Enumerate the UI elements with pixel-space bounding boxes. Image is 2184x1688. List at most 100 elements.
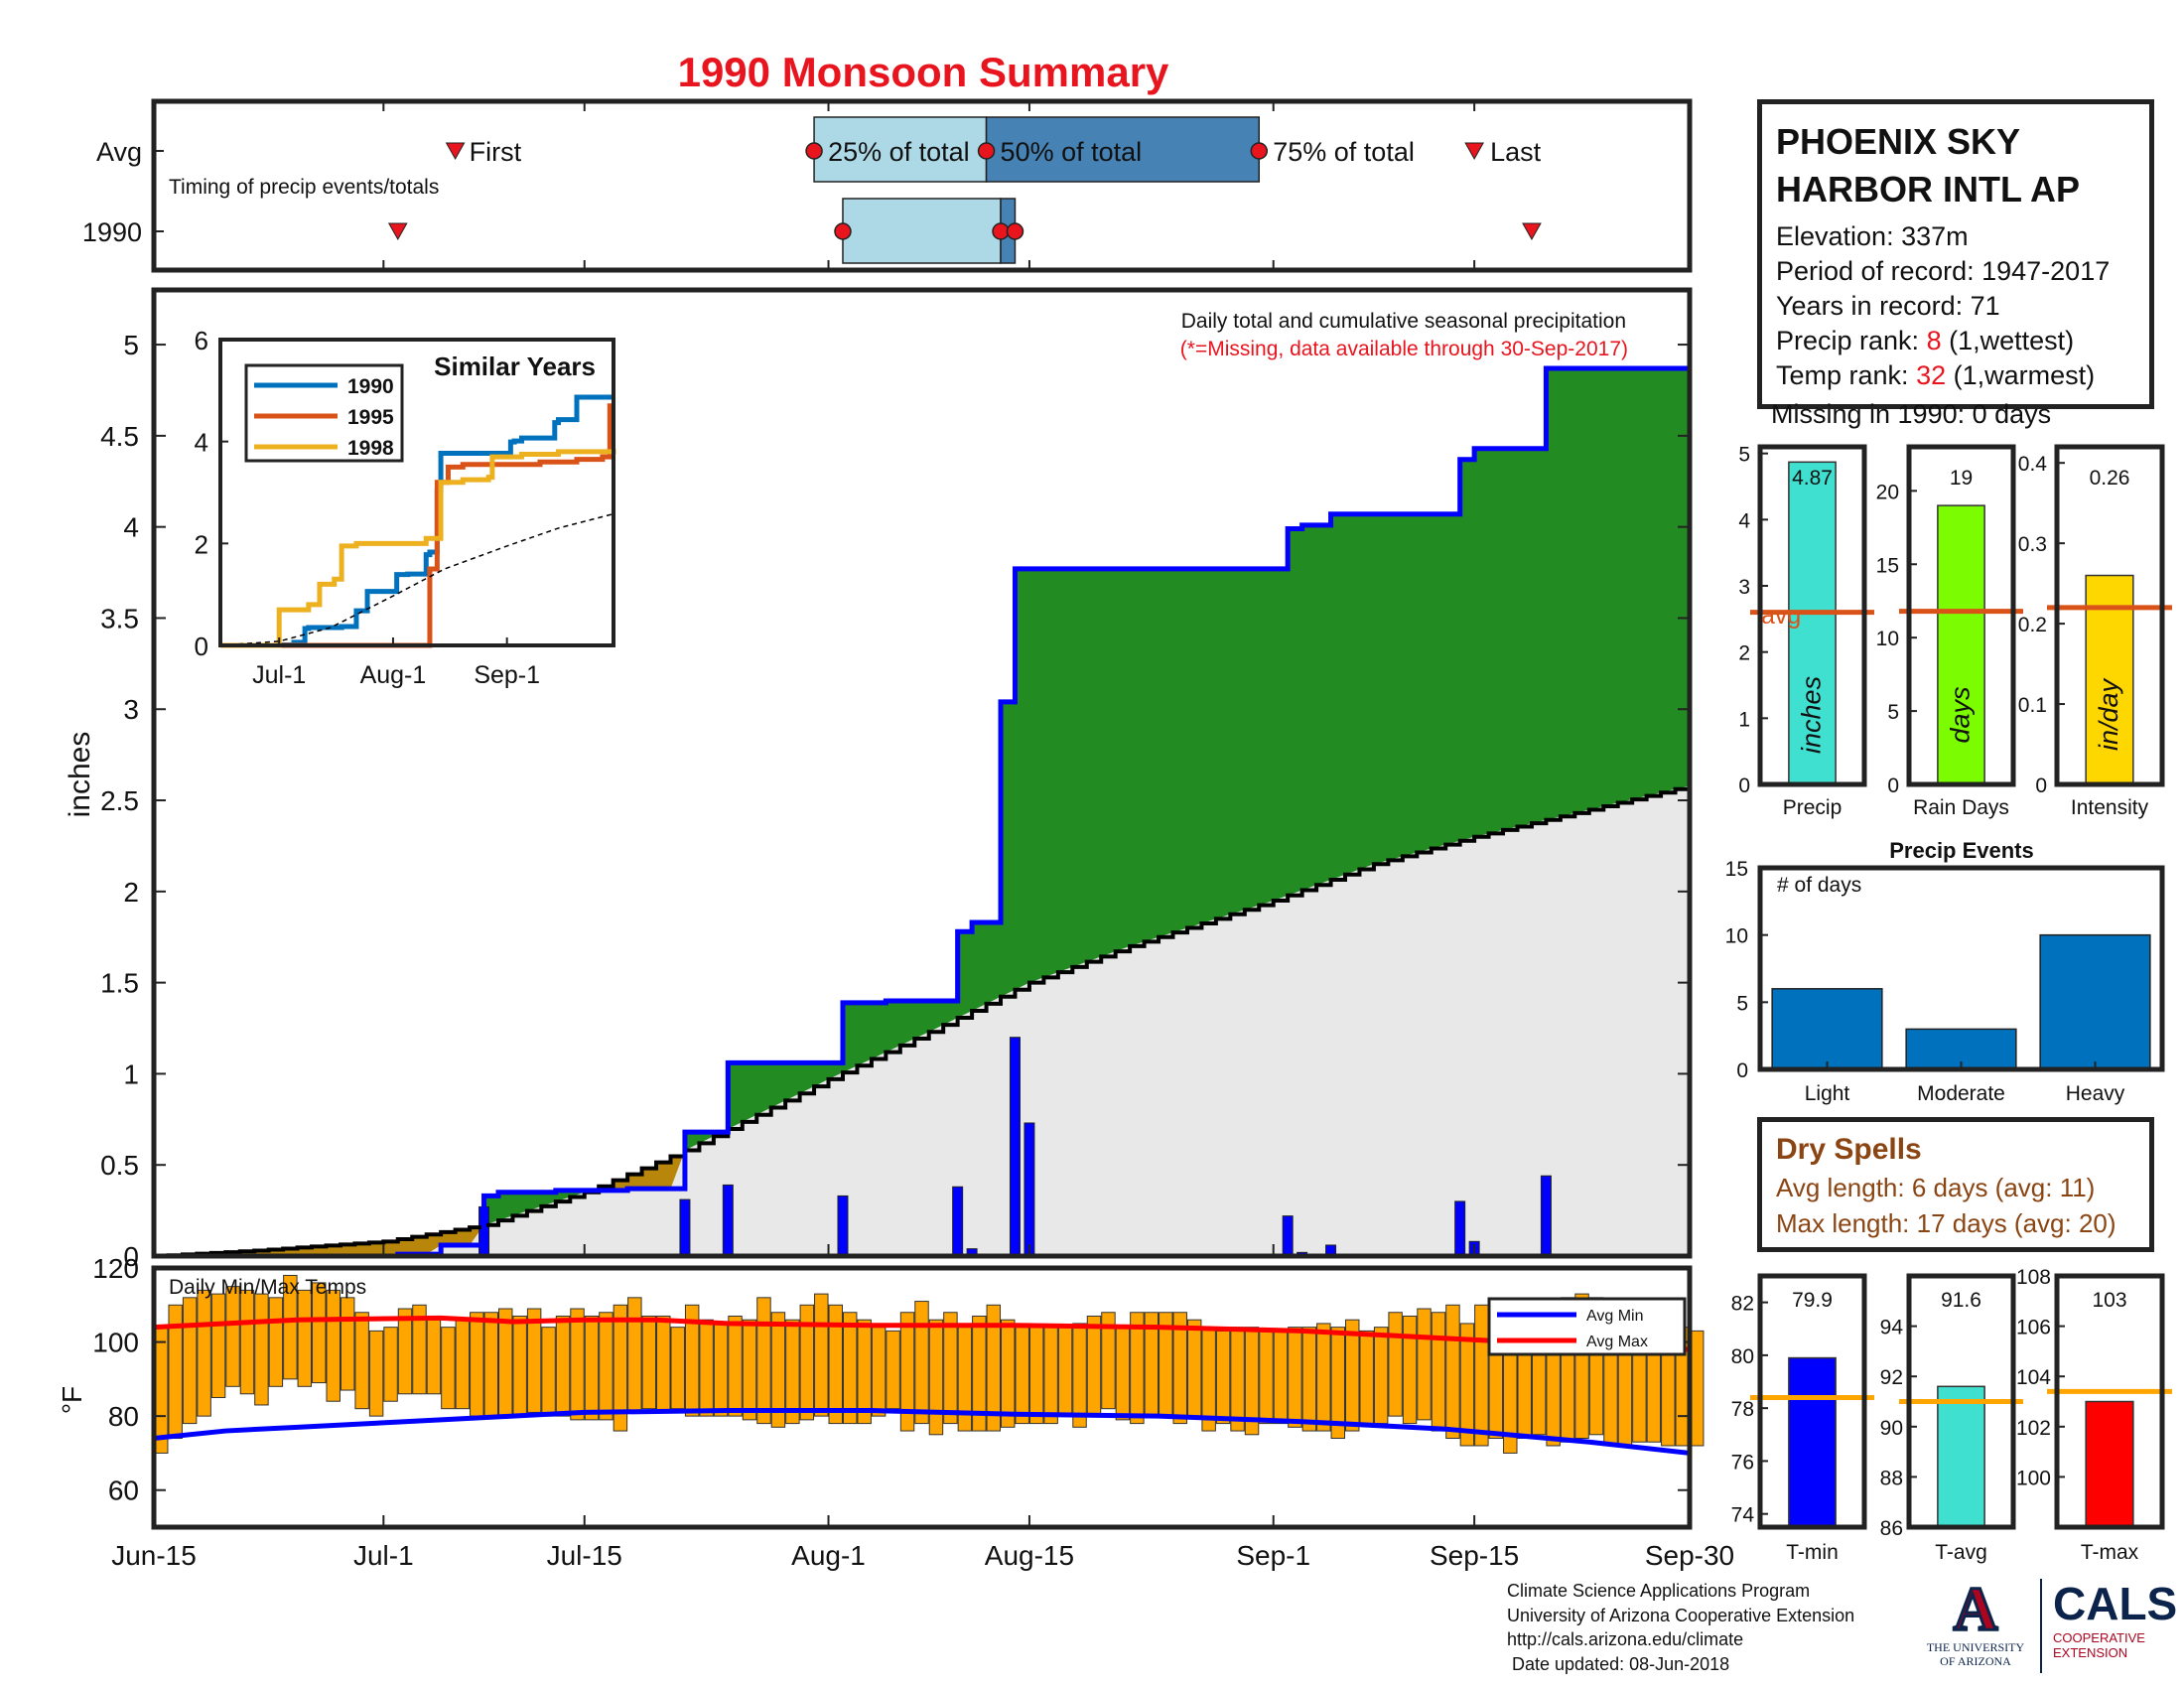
university-of-arizona-logo[interactable]: A THE UNIVERSITY OF ARIZONA <box>1921 1576 2030 1673</box>
daily-temp-bar <box>828 1304 843 1425</box>
daily-temp-bar <box>770 1312 786 1428</box>
daily-temp-bar <box>785 1319 800 1425</box>
main-ylabel: inches <box>64 732 96 818</box>
daily-precip-bar <box>722 1184 734 1257</box>
event-ytick-label: 5 <box>1736 992 1748 1015</box>
daily-temp-bar <box>225 1286 240 1387</box>
inset-title: Similar Years <box>434 352 596 381</box>
below-average-fill <box>627 1174 643 1190</box>
precip-small-intensity-ytick-label: 0.4 <box>2018 453 2048 476</box>
precip-small-precip-ytick-label: 3 <box>1738 576 1750 599</box>
above-average-fill <box>1159 568 1174 937</box>
above-average-fill <box>928 1000 944 1033</box>
daily-temp-bar <box>1474 1304 1489 1447</box>
below-average-fill <box>412 1236 428 1255</box>
main-ytick-label: 0.5 <box>100 1150 139 1181</box>
main-caption-line2: (*=Missing, data available through 30-Se… <box>1180 338 1628 360</box>
cals-logo[interactable]: CALS COOPERATIVE EXTENSION <box>2053 1577 2177 1671</box>
temp-small-avg-ytick-label: 86 <box>1880 1517 1903 1540</box>
precip-small-days-category-label: Rain Days <box>1913 796 2009 819</box>
temp-bar-charts: 74 76 78 80 82 79.9 T-min 86 88 90 92 94 91.6 T-avg 10… <box>1731 1266 2172 1564</box>
daily-temp-bar <box>1288 1327 1302 1428</box>
daily-precip-bar <box>679 1198 691 1257</box>
daily-temp-bar <box>1690 1330 1705 1447</box>
avg-p75-label: 75% of total <box>1273 137 1415 167</box>
above-average-fill <box>957 931 973 1019</box>
avg-min-line <box>153 1408 1691 1456</box>
daily-temp-bar <box>756 1297 771 1425</box>
temp-small-avg-ytick-label: 92 <box>1880 1366 1903 1389</box>
above-average-fill <box>886 1000 901 1053</box>
daily-temp-bar <box>699 1319 714 1417</box>
temp-small-min-ytick-label: 74 <box>1731 1504 1755 1527</box>
above-average-fill <box>1646 367 1662 796</box>
daily-temp-bar <box>599 1312 614 1421</box>
precip-small-unit: days <box>1946 686 1976 743</box>
above-average-fill <box>814 1062 830 1087</box>
above-average-fill <box>1445 513 1461 845</box>
below-average-fill <box>354 1243 370 1256</box>
daily-temp-bar <box>1101 1312 1116 1410</box>
main-ytick-label: 2.5 <box>100 785 139 816</box>
above-average-fill <box>1474 448 1490 837</box>
precip-small-intensity-ytick-label: 0 <box>2035 774 2047 797</box>
daily-temp-bar <box>1388 1312 1403 1417</box>
above-average-fill <box>728 1062 744 1130</box>
inset-ytick-label: 0 <box>195 632 208 661</box>
precip-small-intensity-category-label: Intensity <box>2071 796 2149 819</box>
event-category-label: Light <box>1805 1082 1850 1105</box>
above-average-fill <box>943 1000 959 1026</box>
above-average-fill <box>1086 568 1102 962</box>
above-average-fill <box>1001 701 1017 997</box>
daily-temp-bar <box>1259 1330 1274 1425</box>
footer-credits: Climate Science Applications Program Uni… <box>1507 1579 1854 1676</box>
precip-rank-note: (1,wettest) <box>1949 326 2075 355</box>
year-first-marker <box>387 222 408 241</box>
ua-block-a-icon: A <box>1952 1576 1999 1643</box>
avg-last-marker <box>1464 142 1484 161</box>
daily-temp-bar <box>627 1297 642 1413</box>
above-average-fill <box>1388 513 1404 861</box>
above-average-fill <box>742 1062 757 1122</box>
above-average-fill <box>799 1062 815 1094</box>
station-info-box: PHOENIX SKY HARBOR INTL AP Elevation: 33… <box>1757 99 2154 409</box>
daily-temp-bar <box>1417 1308 1432 1421</box>
year-p50-marker <box>992 222 1010 240</box>
temp-small-avg-ytick-label: 94 <box>1880 1317 1904 1339</box>
temp-legend-box <box>1487 1297 1687 1356</box>
daily-temp-bar <box>928 1319 944 1436</box>
precip-small-precip-ytick-label: 1 <box>1738 708 1750 731</box>
daily-temp-bar <box>1459 1323 1475 1447</box>
below-average-fill <box>441 1231 457 1245</box>
daily-temp-bar <box>497 1308 513 1417</box>
above-average-fill <box>899 1000 915 1046</box>
daily-temp-bar <box>210 1293 226 1398</box>
daily-temp-bar <box>254 1293 269 1406</box>
average-cumulative-line <box>154 785 1692 1258</box>
precip-small-precip-value-label: 4.87 <box>1792 467 1833 490</box>
above-average-fill <box>857 1002 873 1066</box>
temp-small-avg-ytick-label: 90 <box>1880 1417 1903 1440</box>
precip-small-precip-ytick-label: 0 <box>1738 774 1750 797</box>
daily-temp-bar <box>641 1315 657 1410</box>
daily-temp-bar <box>441 1327 456 1410</box>
above-average-fill <box>1632 367 1648 800</box>
daily-temp-bar <box>1316 1323 1331 1432</box>
footer-line1: Climate Science Applications Program <box>1507 1581 1811 1601</box>
temp-small-max-ytick-label: 104 <box>2016 1366 2051 1389</box>
below-average-fill <box>656 1162 672 1190</box>
station-elevation: Elevation: 337m <box>1776 221 1969 251</box>
above-average-fill <box>871 1002 887 1059</box>
temp-small-min-bar <box>1788 1356 1837 1528</box>
daily-temp-bar <box>670 1327 685 1410</box>
below-average-fill <box>312 1246 328 1256</box>
small-bar-charts: 0 1 2 3 4 5 4.87 Precip inches 0 5 10 15 20 19 Rain Day… <box>1738 444 2172 819</box>
footer-link[interactable]: http://cals.arizona.edu/climate <box>1507 1629 1744 1649</box>
above-average-fill <box>1186 568 1203 928</box>
below-average-fill <box>268 1249 284 1256</box>
main-ytick-label: 2 <box>123 877 139 908</box>
above-average-fill <box>1130 568 1146 946</box>
avg-p25-label: 25% of total <box>828 137 970 167</box>
above-average-fill <box>1459 459 1475 841</box>
